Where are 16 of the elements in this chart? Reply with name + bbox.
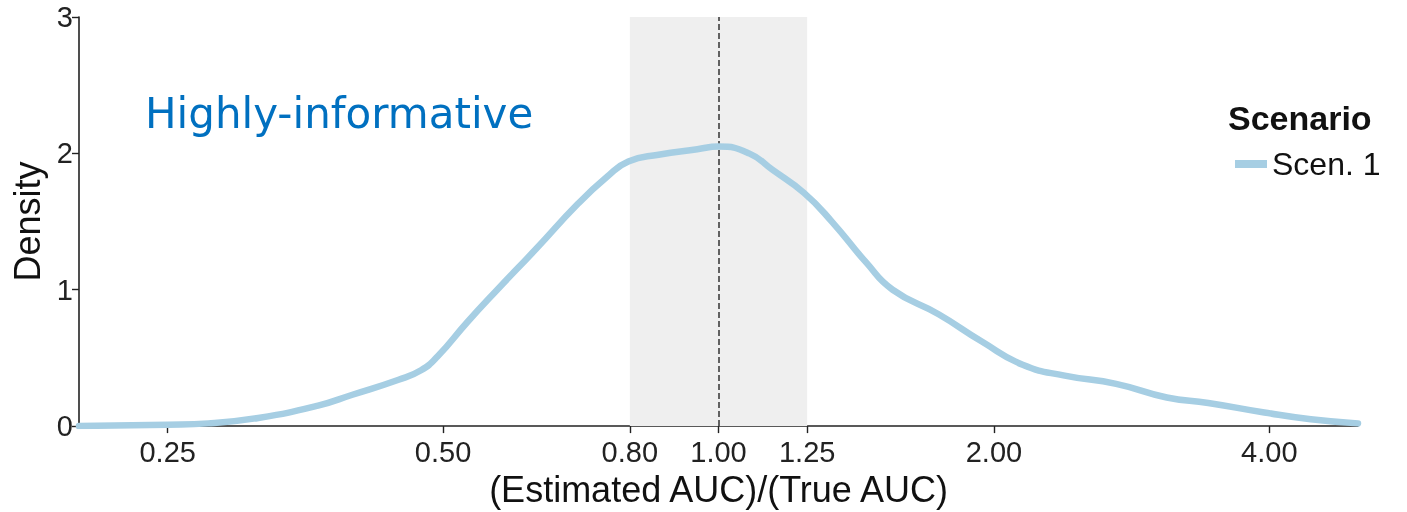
y-tick-label: 1 [56, 273, 73, 306]
x-tick-label: 4.00 [1241, 435, 1298, 468]
x-tick-label: 1.00 [690, 435, 747, 468]
y-tick-label: 0 [56, 410, 73, 443]
x-tick-label: 2.00 [965, 435, 1023, 468]
legend-title: Scenario [1228, 99, 1372, 137]
x-tick-label: 0.25 [139, 435, 196, 468]
x-tick-label: 0.50 [414, 435, 472, 468]
y-axis-title: Density [7, 161, 49, 282]
x-axis-title: (Estimated AUC)/(True AUC) [489, 468, 948, 510]
y-tick-label: 3 [56, 1, 73, 33]
legend-label: Scen. 1 [1272, 146, 1381, 182]
x-tick-label: 1.25 [778, 435, 836, 468]
annotation: Highly-informative [145, 88, 534, 138]
x-tick-label: 0.80 [601, 435, 659, 468]
y-tick-label: 2 [56, 137, 73, 170]
